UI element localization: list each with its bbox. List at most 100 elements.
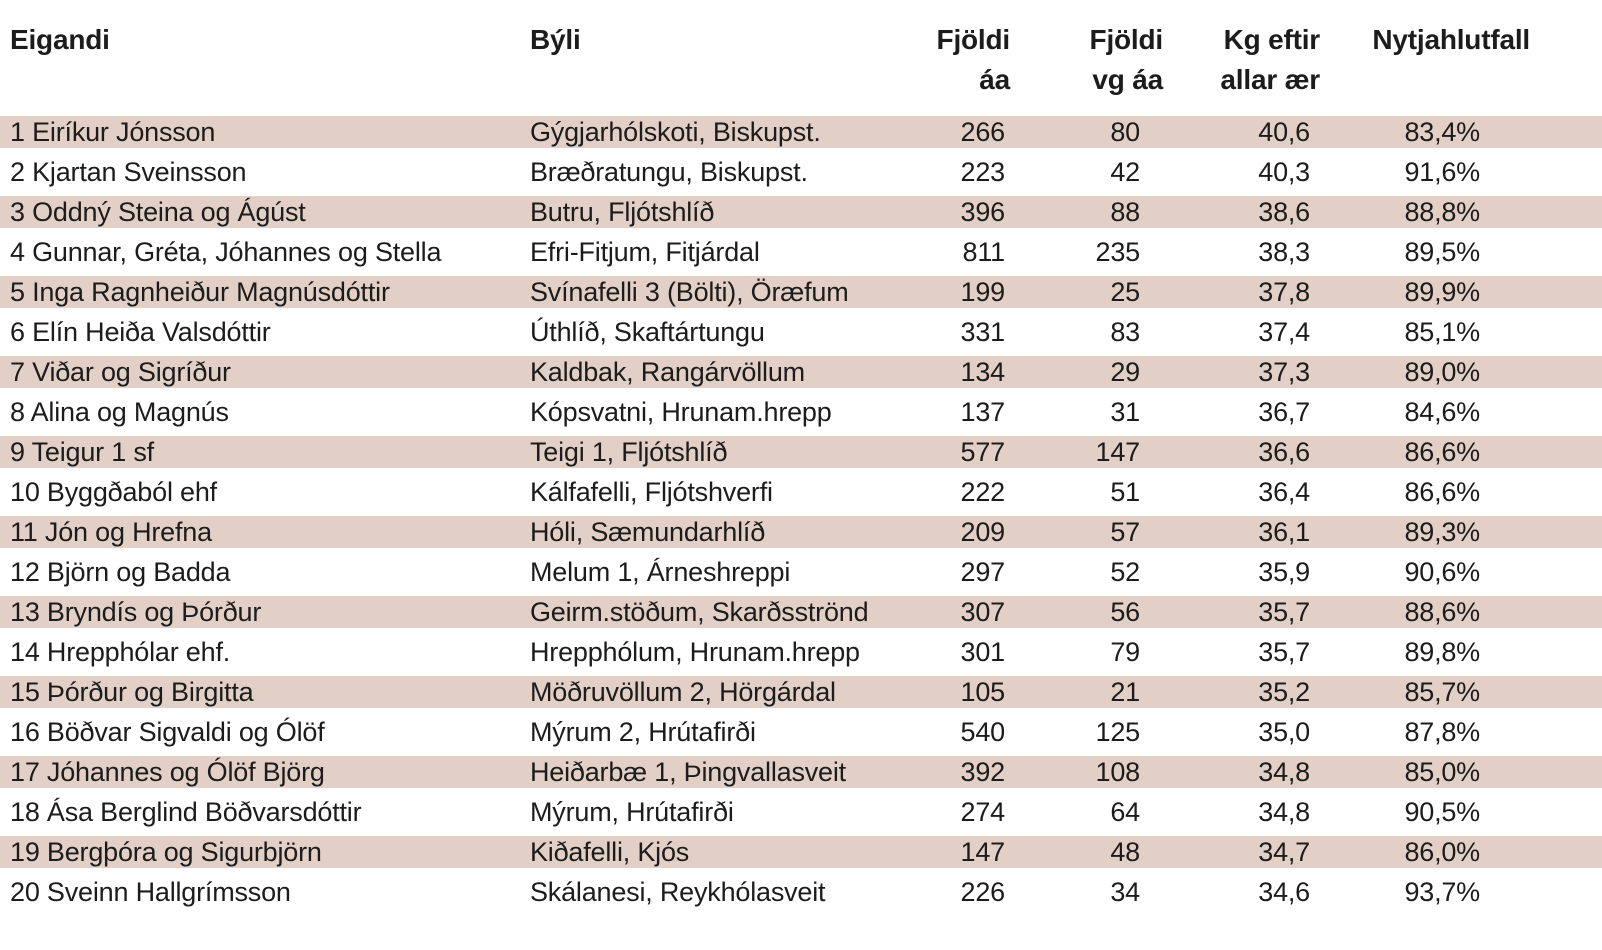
rank-value: 10 Byggðaból ehf bbox=[10, 477, 217, 507]
owner-cell: 18 Ása Berglind Böðvarsdóttir bbox=[0, 796, 520, 828]
column-header-farm: Býli bbox=[530, 24, 581, 55]
rank-value: 13 Bryndís og Þórður bbox=[10, 597, 262, 627]
table-row: 8 Alina og Magnús Kópsvatni, Hrunam.hrep… bbox=[0, 392, 1602, 432]
farm-cell: Butru, Fljótshlíð bbox=[530, 197, 715, 227]
row-spacer bbox=[1535, 436, 1602, 468]
table-row: 7 Viðar og Sigríður Kaldbak, Rangárvöllu… bbox=[0, 352, 1602, 392]
utilization-pct-cell: 85,7% bbox=[1404, 677, 1480, 707]
rank-value: 2 Kjartan Sveinsson bbox=[10, 157, 247, 187]
rank-value: 6 Elín Heiða Valsdóttir bbox=[10, 317, 271, 347]
owner-cell: 13 Bryndís og Þórður bbox=[0, 596, 520, 628]
ewes-count-cell: 105 bbox=[960, 677, 1006, 707]
kg-per-ewe-cell: 38,3 bbox=[1258, 237, 1310, 267]
ewes-count-cell: 274 bbox=[960, 797, 1006, 827]
table-row: 14 Hrepphólar ehf. Hrepphólum, Hrunam.hr… bbox=[0, 632, 1602, 672]
farm-cell: Úthlíð, Skaftártungu bbox=[530, 317, 765, 347]
table-row: 19 Bergþóra og Sigurbjörn Kiðafelli, Kjó… bbox=[0, 832, 1602, 872]
rank-value: 19 Bergþóra og Sigurbjörn bbox=[10, 837, 322, 867]
kg-per-ewe-cell: 37,8 bbox=[1258, 277, 1310, 307]
column-header-kg: Kg eftir allar ær bbox=[1220, 24, 1320, 95]
column-header-pct: Nytjahlutfall bbox=[1372, 24, 1530, 55]
kg-per-ewe-cell: 35,0 bbox=[1258, 717, 1310, 747]
vg-count-cell: 147 bbox=[1095, 437, 1141, 467]
rank-value: 1 Eiríkur Jónsson bbox=[10, 117, 216, 147]
owner-cell: 5 Inga Ragnheiður Magnúsdóttir bbox=[0, 276, 520, 308]
utilization-pct-cell: 89,0% bbox=[1404, 357, 1480, 387]
row-spacer bbox=[1535, 756, 1602, 788]
ewes-count-cell: 226 bbox=[960, 877, 1006, 907]
utilization-pct-cell: 88,8% bbox=[1404, 197, 1480, 227]
rank-value: 18 Ása Berglind Böðvarsdóttir bbox=[10, 797, 362, 827]
ewes-count-cell: 396 bbox=[960, 197, 1006, 227]
row-spacer bbox=[1535, 476, 1602, 508]
ewes-count-cell: 540 bbox=[960, 717, 1006, 747]
utilization-pct-cell: 85,1% bbox=[1404, 317, 1480, 347]
farm-cell: Mýrum, Hrútafirði bbox=[530, 797, 734, 827]
kg-per-ewe-cell: 36,4 bbox=[1258, 477, 1310, 507]
ewes-count-cell: 199 bbox=[960, 277, 1006, 307]
owner-cell: 16 Böðvar Sigvaldi og Ólöf bbox=[0, 716, 520, 748]
rank-value: 8 Alina og Magnús bbox=[10, 397, 229, 427]
kg-per-ewe-cell: 34,8 bbox=[1258, 797, 1310, 827]
table-row: 15 Þórður og Birgitta Möðruvöllum 2, Hör… bbox=[0, 672, 1602, 712]
rank-value: 4 Gunnar, Gréta, Jóhannes og Stella bbox=[10, 237, 442, 267]
header-spacer bbox=[1535, 20, 1602, 112]
ewes-count-cell: 301 bbox=[960, 637, 1006, 667]
vg-count-cell: 57 bbox=[1110, 517, 1140, 547]
table-row: 1 Eiríkur Jónsson Gýgjarhólskoti, Biskup… bbox=[0, 112, 1602, 152]
row-spacer bbox=[1535, 316, 1602, 348]
rank-value: 14 Hrepphólar ehf. bbox=[10, 637, 231, 667]
farm-cell: Skálanesi, Reykhólasveit bbox=[530, 877, 826, 907]
farm-cell: Kálfafelli, Fljótshverfi bbox=[530, 477, 773, 507]
rank-value: 3 Oddný Steina og Ágúst bbox=[10, 197, 306, 227]
row-spacer bbox=[1535, 276, 1602, 308]
ewes-count-cell: 222 bbox=[960, 477, 1006, 507]
table-body: 1 Eiríkur Jónsson Gýgjarhólskoti, Biskup… bbox=[0, 112, 1602, 912]
ewes-count-cell: 307 bbox=[960, 597, 1006, 627]
ewes-count-cell: 147 bbox=[960, 837, 1006, 867]
kg-per-ewe-cell: 36,6 bbox=[1258, 437, 1310, 467]
kg-per-ewe-cell: 35,2 bbox=[1258, 677, 1310, 707]
vg-count-cell: 25 bbox=[1110, 277, 1140, 307]
rank-value: 9 Teigur 1 sf bbox=[10, 437, 154, 467]
farm-cell: Kópsvatni, Hrunam.hrepp bbox=[530, 397, 832, 427]
utilization-pct-cell: 90,6% bbox=[1404, 557, 1480, 587]
vg-count-cell: 52 bbox=[1110, 557, 1140, 587]
table-row: 3 Oddný Steina og Ágúst Butru, Fljótshlí… bbox=[0, 192, 1602, 232]
vg-count-cell: 80 bbox=[1110, 117, 1140, 147]
vg-count-cell: 56 bbox=[1110, 597, 1140, 627]
farm-cell: Geirm.stöðum, Skarðsströnd bbox=[530, 597, 869, 627]
ewes-count-cell: 331 bbox=[960, 317, 1006, 347]
table-row: 6 Elín Heiða Valsdóttir Úthlíð, Skaftárt… bbox=[0, 312, 1602, 352]
vg-count-cell: 83 bbox=[1110, 317, 1140, 347]
kg-per-ewe-cell: 36,1 bbox=[1258, 517, 1310, 547]
table-row: 10 Byggðaból ehf Kálfafelli, Fljótshverf… bbox=[0, 472, 1602, 512]
ewes-count-cell: 811 bbox=[962, 237, 1006, 267]
vg-count-cell: 108 bbox=[1095, 757, 1141, 787]
utilization-pct-cell: 89,8% bbox=[1404, 637, 1480, 667]
farm-cell: Hrepphólum, Hrunam.hrepp bbox=[530, 637, 860, 667]
utilization-pct-cell: 84,6% bbox=[1404, 397, 1480, 427]
kg-per-ewe-cell: 40,3 bbox=[1258, 157, 1310, 187]
ewes-count-cell: 134 bbox=[960, 357, 1006, 387]
vg-count-cell: 34 bbox=[1110, 877, 1140, 907]
utilization-pct-cell: 88,6% bbox=[1404, 597, 1480, 627]
table-row: 12 Björn og Badda Melum 1, Árneshreppi 2… bbox=[0, 552, 1602, 592]
ewes-count-cell: 577 bbox=[960, 437, 1006, 467]
utilization-pct-cell: 89,5% bbox=[1404, 237, 1480, 267]
vg-count-cell: 125 bbox=[1095, 717, 1141, 747]
owner-cell: 3 Oddný Steina og Ágúst bbox=[0, 196, 520, 228]
utilization-pct-cell: 89,9% bbox=[1404, 277, 1480, 307]
utilization-pct-cell: 86,0% bbox=[1404, 837, 1480, 867]
rank-value: 11 Jón og Hrefna bbox=[10, 517, 212, 547]
ewes-count-cell: 137 bbox=[960, 397, 1006, 427]
owner-cell: 9 Teigur 1 sf bbox=[0, 436, 520, 468]
kg-per-ewe-cell: 35,7 bbox=[1258, 597, 1310, 627]
row-spacer bbox=[1535, 356, 1602, 388]
owner-cell: 7 Viðar og Sigríður bbox=[0, 356, 520, 388]
vg-count-cell: 79 bbox=[1110, 637, 1140, 667]
owner-cell: 20 Sveinn Hallgrímsson bbox=[0, 876, 520, 908]
owner-cell: 19 Bergþóra og Sigurbjörn bbox=[0, 836, 520, 868]
utilization-pct-cell: 91,6% bbox=[1404, 157, 1480, 187]
